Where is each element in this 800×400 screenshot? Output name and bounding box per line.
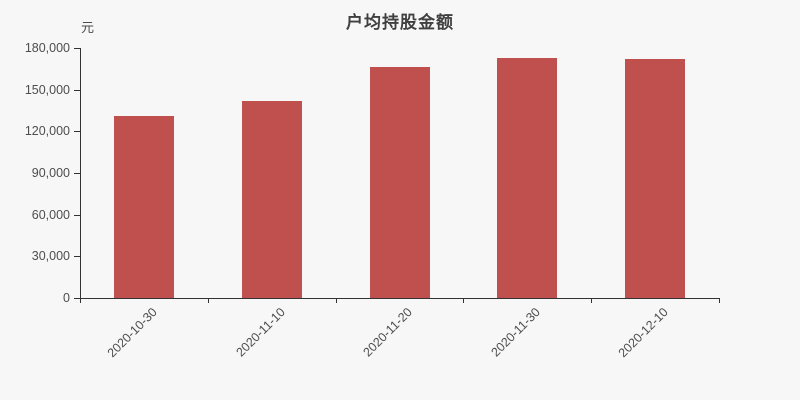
bar xyxy=(625,59,686,298)
x-axis-tick xyxy=(719,298,720,303)
y-axis-tick xyxy=(74,173,80,174)
x-axis-tick xyxy=(335,298,337,303)
y-axis-tick xyxy=(74,89,80,91)
x-tick-label: 2020-12-10 xyxy=(615,305,672,361)
x-axis-tick xyxy=(463,298,465,303)
x-axis-line xyxy=(80,298,720,299)
x-tick-label: 2020-10-30 xyxy=(104,305,160,361)
bar xyxy=(369,66,430,298)
x-tick-label: 2020-11-10 xyxy=(233,305,288,360)
y-axis-tick xyxy=(74,256,80,258)
y-axis-tick xyxy=(74,298,80,299)
y-axis-tick xyxy=(74,214,80,216)
y-tick-label: 150,000 xyxy=(24,82,70,97)
y-axis-line xyxy=(80,48,81,298)
bar xyxy=(497,58,558,298)
y-tick-label: 60,000 xyxy=(31,207,70,222)
y-tick-label: 120,000 xyxy=(24,124,70,139)
x-tick-label: 2020-11-20 xyxy=(360,305,416,360)
y-axis-tick xyxy=(74,48,80,49)
chart-title: 户均持股金额 xyxy=(346,13,454,32)
y-axis-tick xyxy=(74,131,80,133)
y-axis-unit-label: 元 xyxy=(81,20,95,35)
x-axis-tick xyxy=(80,298,81,303)
y-tick-label: 90,000 xyxy=(31,166,70,180)
x-tick-label: 2020-11-30 xyxy=(488,305,544,360)
x-axis-tick xyxy=(207,298,209,303)
bar xyxy=(241,101,302,298)
bar xyxy=(113,116,174,298)
y-tick-label: 180,000 xyxy=(24,41,70,55)
y-tick-label: 30,000 xyxy=(31,249,70,264)
y-tick-label: 0 xyxy=(63,291,70,305)
x-axis-tick xyxy=(591,298,593,303)
